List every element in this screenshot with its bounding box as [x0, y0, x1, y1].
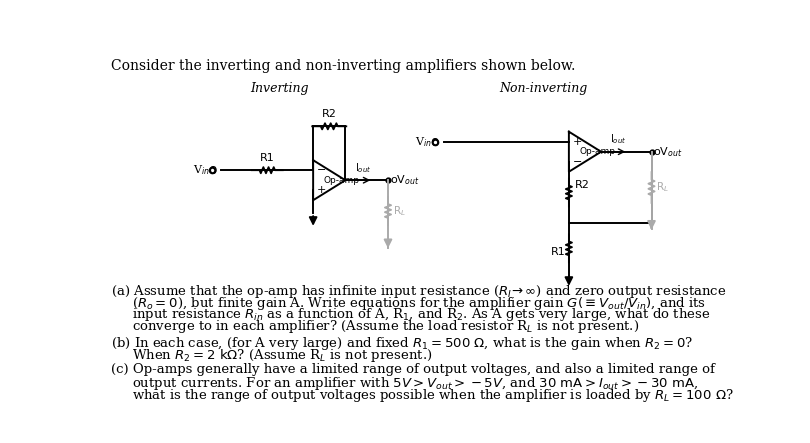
Text: R2: R2 [575, 180, 590, 190]
Text: what is the range of output voltages possible when the amplifier is loaded by $R: what is the range of output voltages pos… [132, 387, 734, 404]
Text: oV$_{out}$: oV$_{out}$ [653, 145, 683, 159]
Text: oV$_{out}$: oV$_{out}$ [390, 173, 419, 187]
Text: (a) Assume that the op-amp has infinite input resistance ($R_I\!\rightarrow\inft: (a) Assume that the op-amp has infinite … [110, 283, 726, 299]
Text: Consider the inverting and non-inverting amplifiers shown below.: Consider the inverting and non-inverting… [110, 59, 575, 74]
Text: Non-inverting: Non-inverting [499, 82, 587, 95]
Text: −: − [317, 165, 326, 175]
Text: R1: R1 [551, 247, 565, 257]
Text: +: + [317, 185, 326, 195]
Text: +: + [573, 137, 582, 147]
Text: V$_{in}$: V$_{in}$ [416, 135, 433, 148]
Text: −: − [573, 157, 582, 167]
Text: converge to in each amplifier? (Assume the load resistor R$_L$ is not present.): converge to in each amplifier? (Assume t… [132, 319, 640, 335]
Text: input resistance $R_{in}$ as a function of A, R$_1$, and R$_2$. As A gets very l: input resistance $R_{in}$ as a function … [132, 307, 710, 323]
Text: ($R_o = 0$), but finite gain A. Write equations for the amplifier gain $G(\equiv: ($R_o = 0$), but finite gain A. Write eq… [132, 295, 706, 311]
Text: I$_{out}$: I$_{out}$ [610, 132, 626, 146]
Text: R2: R2 [322, 109, 337, 119]
Text: output currents. For an amplifier with $5V > V_{out} > -5V$, and $30\ \mathrm{mA: output currents. For an amplifier with $… [132, 375, 698, 392]
Text: o: o [208, 163, 216, 177]
Text: V$_{in}$: V$_{in}$ [193, 163, 210, 177]
Text: R1: R1 [260, 152, 275, 163]
Text: o: o [430, 135, 439, 149]
Text: (c) Op-amps generally have a limited range of output voltages, and also a limite: (c) Op-amps generally have a limited ran… [110, 363, 714, 377]
Text: (b) In each case, (for A very large) and fixed $R_1 = 500\ \Omega$, what is the : (b) In each case, (for A very large) and… [110, 335, 693, 352]
Text: I$_{out}$: I$_{out}$ [355, 161, 371, 175]
Text: R$_L$: R$_L$ [393, 204, 406, 218]
Text: Op-amp: Op-amp [580, 147, 616, 156]
Text: R$_L$: R$_L$ [656, 181, 669, 194]
Text: Inverting: Inverting [250, 82, 309, 95]
Text: When $R_2 = 2\ \mathrm{k}\Omega$? (Assume R$_L$ is not present.): When $R_2 = 2\ \mathrm{k}\Omega$? (Assum… [132, 347, 433, 364]
Text: Op-amp: Op-amp [324, 176, 360, 185]
